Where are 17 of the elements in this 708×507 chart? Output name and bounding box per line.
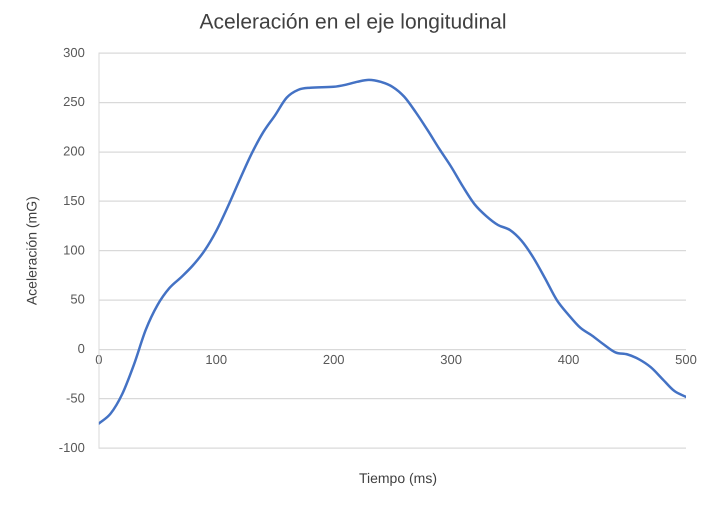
y-tick-label: 100 — [63, 242, 85, 258]
y-tick-label: 50 — [70, 292, 85, 307]
chart-title: Aceleración en el eje longitudinal — [199, 10, 507, 34]
y-tick-label: -100 — [58, 440, 85, 455]
y-tick-label: 200 — [63, 144, 85, 159]
y-axis-title: Aceleración (mG) — [23, 196, 40, 306]
y-tick-label: 300 — [63, 44, 85, 60]
y-tick-label: 250 — [63, 94, 85, 110]
x-tick-label: 100 — [205, 352, 228, 367]
x-axis-title: Tiempo (ms) — [358, 470, 438, 486]
y-tick-label: 0 — [78, 341, 85, 356]
x-tick-label: 500 — [675, 352, 697, 367]
x-tick-label: 200 — [322, 352, 345, 367]
x-tick-label: 400 — [558, 352, 580, 367]
y-tick-label: -50 — [66, 390, 85, 406]
y-tick-label: 150 — [63, 192, 85, 208]
x-tick-label: 300 — [440, 352, 462, 367]
